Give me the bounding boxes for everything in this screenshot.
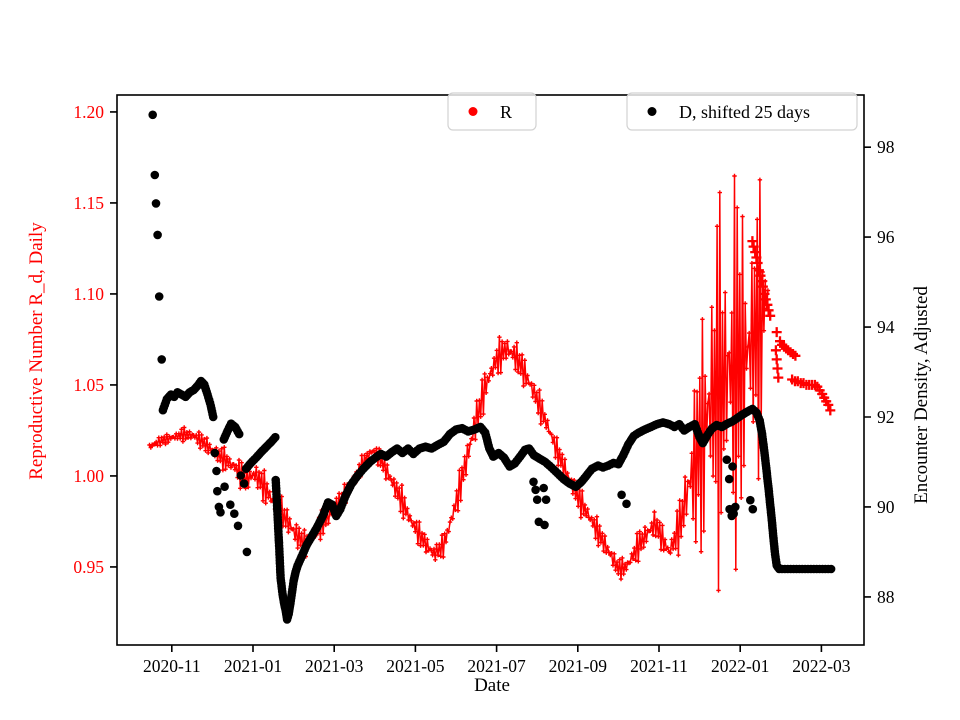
left-tick-label: 1.10 — [73, 284, 104, 304]
x-tick-label: 2021-07 — [467, 656, 526, 676]
d-series — [148, 110, 836, 624]
left-tick-label: 1.15 — [73, 193, 104, 213]
x-tick-label: 2022-03 — [792, 656, 851, 676]
x-tick-label: 2020-11 — [143, 656, 201, 676]
left-tick-label: 1.20 — [73, 102, 104, 122]
x-tick-label: 2021-03 — [305, 656, 364, 676]
x-tick-label: 2021-11 — [630, 656, 688, 676]
tick-labels: 2020-11 2021-01 2021-03 2021-05 2021-07 2021-… — [73, 102, 894, 676]
right-tick-label: 90 — [877, 497, 895, 517]
x-tick-label: 2021-09 — [549, 656, 608, 676]
right-tick-label: 94 — [877, 317, 895, 337]
tick-marks — [110, 111, 871, 652]
left-tick-label: 0.95 — [73, 557, 104, 577]
x-axis-title: Date — [474, 675, 510, 696]
legend-marker-dot-icon — [468, 107, 478, 116]
legend-d: D, shifted 25 days — [626, 92, 858, 131]
right-tick-label: 98 — [877, 137, 895, 157]
legend-label: R — [500, 102, 512, 122]
left-tick-label: 1.00 — [73, 466, 104, 486]
right-axis-title: Encounter Density, Adjusted — [911, 286, 932, 504]
x-tick-label: 2021-01 — [224, 656, 282, 676]
x-tick-label: 2021-05 — [386, 656, 445, 676]
legend-label: D, shifted 25 days — [679, 102, 810, 122]
right-tick-label: 88 — [877, 587, 895, 607]
legend-r: R — [447, 92, 537, 131]
legend-marker-dot-icon — [647, 107, 657, 116]
right-tick-label: 92 — [877, 407, 895, 427]
left-axis-title: Reproductive Number R_d, Daily — [26, 222, 47, 480]
right-tick-label: 96 — [877, 227, 895, 247]
left-tick-label: 1.05 — [73, 375, 104, 395]
x-tick-label: 2022-01 — [711, 656, 769, 676]
r-series — [147, 173, 836, 593]
